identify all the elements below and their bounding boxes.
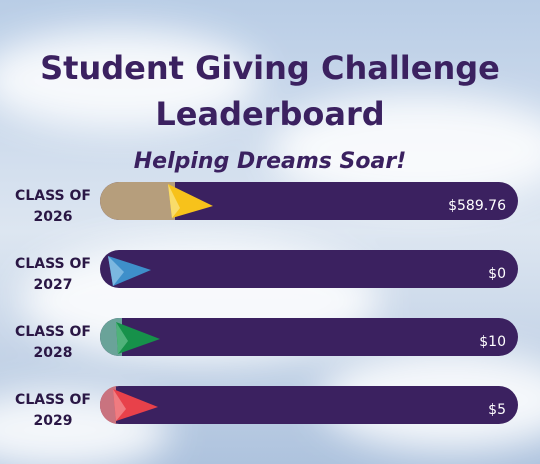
row: CLASS OF 2027 $0 [15, 250, 518, 293]
plane-icon [113, 389, 126, 421]
progress-track [100, 182, 518, 220]
row: CLASS OF 2028 $10 [15, 318, 518, 361]
class-label: CLASS OF [15, 188, 91, 204]
amount: $10 [479, 334, 506, 350]
plane-icon [116, 322, 128, 354]
progress-fill [100, 182, 175, 220]
progress-track [100, 318, 518, 356]
class-label: CLASS OF [15, 392, 91, 408]
progress-track [100, 250, 518, 288]
row: CLASS OF 2029 $5 [15, 386, 518, 429]
progress-fill [99, 386, 116, 424]
amount: $0 [488, 266, 506, 282]
title: Leaderboard [155, 95, 384, 133]
plane-icon [168, 184, 180, 218]
plane-icon [108, 256, 124, 286]
class-label: CLASS OF [15, 256, 91, 272]
class-label: 2027 [34, 277, 73, 293]
progress-track [100, 386, 518, 424]
class-label: 2029 [34, 413, 73, 429]
class-label: CLASS OF [15, 324, 91, 340]
clouds [0, 30, 540, 464]
plane-icon [113, 389, 158, 421]
amount: $5 [488, 402, 506, 418]
amount: $589.76 [448, 198, 506, 214]
plane-icon [168, 184, 213, 218]
title: Student Giving Challenge [40, 49, 500, 87]
class-label: 2026 [34, 209, 73, 225]
plane-icon [116, 322, 160, 354]
class-label: 2028 [34, 345, 73, 361]
row: CLASS OF 2026 $589.76 [15, 182, 518, 225]
subtitle: Helping Dreams Soar! [134, 149, 406, 174]
